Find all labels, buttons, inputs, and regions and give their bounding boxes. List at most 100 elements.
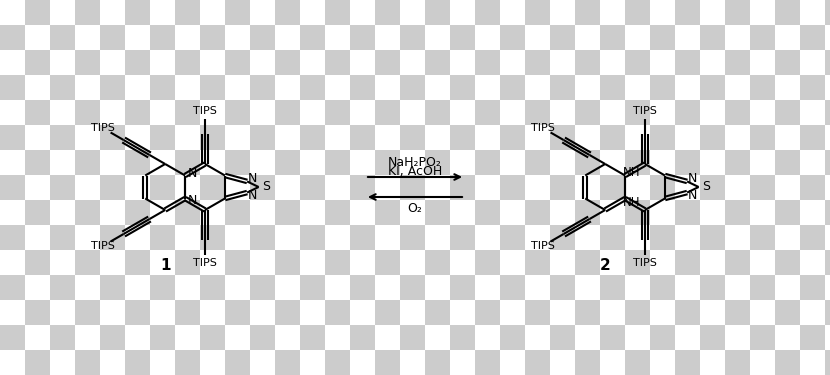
Bar xyxy=(650,200,675,225)
Bar xyxy=(775,175,800,200)
Bar xyxy=(725,350,750,375)
Bar xyxy=(500,75,525,100)
Bar xyxy=(225,200,250,225)
Bar xyxy=(300,125,325,150)
Bar xyxy=(825,50,830,75)
Bar xyxy=(50,50,75,75)
Bar xyxy=(800,250,825,275)
Bar xyxy=(125,75,150,100)
Bar xyxy=(0,150,25,175)
Bar xyxy=(300,225,325,250)
Bar xyxy=(825,300,830,325)
Bar xyxy=(225,125,250,150)
Bar xyxy=(50,75,75,100)
Bar xyxy=(300,50,325,75)
Bar xyxy=(500,200,525,225)
Bar xyxy=(250,300,275,325)
Bar xyxy=(100,50,125,75)
Text: NaH₂PO₂: NaH₂PO₂ xyxy=(388,156,442,170)
Bar xyxy=(575,125,600,150)
Bar xyxy=(0,225,25,250)
Bar xyxy=(75,300,100,325)
Bar xyxy=(75,250,100,275)
Bar xyxy=(675,100,700,125)
Bar xyxy=(375,200,400,225)
Bar xyxy=(400,325,425,350)
Bar xyxy=(400,250,425,275)
Bar xyxy=(700,25,725,50)
Bar xyxy=(300,0,325,25)
Bar xyxy=(625,275,650,300)
Bar xyxy=(725,150,750,175)
Bar xyxy=(425,25,450,50)
Bar xyxy=(25,25,50,50)
Bar xyxy=(450,125,475,150)
Bar xyxy=(650,150,675,175)
Bar xyxy=(350,150,375,175)
Bar xyxy=(500,350,525,375)
Bar xyxy=(100,125,125,150)
Bar xyxy=(400,275,425,300)
Bar xyxy=(250,325,275,350)
Bar xyxy=(375,0,400,25)
Bar xyxy=(450,250,475,275)
Bar xyxy=(175,250,200,275)
Bar xyxy=(25,175,50,200)
Bar xyxy=(425,50,450,75)
Bar xyxy=(525,350,550,375)
Bar xyxy=(150,100,175,125)
Text: TIPS: TIPS xyxy=(633,106,657,116)
Bar xyxy=(600,100,625,125)
Bar xyxy=(475,75,500,100)
Bar xyxy=(75,125,100,150)
Bar xyxy=(275,175,300,200)
Bar xyxy=(450,300,475,325)
Bar xyxy=(725,250,750,275)
Bar xyxy=(75,275,100,300)
Bar xyxy=(25,250,50,275)
Bar xyxy=(400,350,425,375)
Bar xyxy=(475,150,500,175)
Bar xyxy=(475,200,500,225)
Bar xyxy=(50,125,75,150)
Bar xyxy=(725,50,750,75)
Bar xyxy=(125,200,150,225)
Bar xyxy=(75,175,100,200)
Bar xyxy=(550,300,575,325)
Bar xyxy=(350,125,375,150)
Bar xyxy=(725,75,750,100)
Bar xyxy=(750,225,775,250)
Bar xyxy=(400,200,425,225)
Bar xyxy=(400,225,425,250)
Bar xyxy=(600,225,625,250)
Bar xyxy=(750,325,775,350)
Bar xyxy=(600,25,625,50)
Bar xyxy=(425,0,450,25)
Bar xyxy=(125,250,150,275)
Bar xyxy=(300,325,325,350)
Bar xyxy=(425,225,450,250)
Bar xyxy=(75,225,100,250)
Bar xyxy=(575,225,600,250)
Bar xyxy=(250,25,275,50)
Bar xyxy=(475,25,500,50)
Bar xyxy=(100,0,125,25)
Bar xyxy=(100,175,125,200)
Bar xyxy=(600,175,625,200)
Bar xyxy=(750,175,775,200)
Bar xyxy=(750,350,775,375)
Bar xyxy=(100,75,125,100)
Text: TIPS: TIPS xyxy=(531,241,554,251)
Bar xyxy=(250,275,275,300)
Bar xyxy=(150,300,175,325)
Bar xyxy=(475,100,500,125)
Bar xyxy=(775,50,800,75)
Bar xyxy=(350,325,375,350)
Bar xyxy=(250,350,275,375)
Bar xyxy=(750,125,775,150)
Bar xyxy=(825,100,830,125)
Bar xyxy=(450,0,475,25)
Bar xyxy=(525,25,550,50)
Bar xyxy=(525,275,550,300)
Bar xyxy=(225,175,250,200)
